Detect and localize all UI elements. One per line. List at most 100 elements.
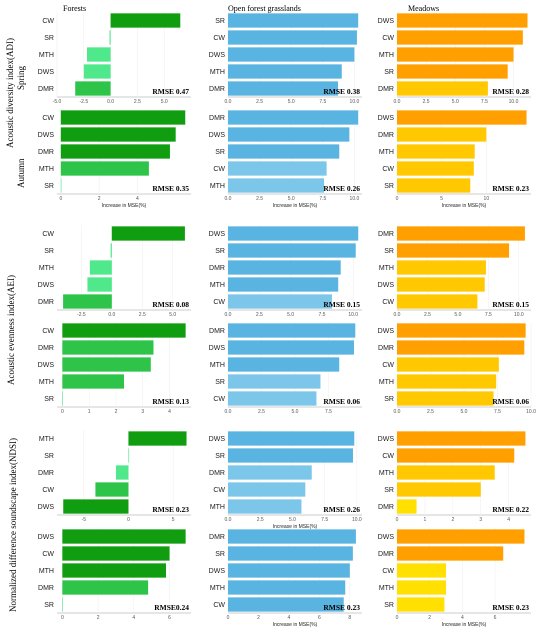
category-label: SR: [44, 396, 54, 403]
x-tick-label: 5.0: [452, 99, 459, 105]
category-label: MTH: [39, 166, 54, 173]
x-tick-label: 2.5: [256, 196, 263, 202]
category-label: CW: [382, 362, 394, 369]
row-label-aei: Acoustic evenness index(AEI): [6, 275, 16, 385]
x-tick-label: 0.0: [394, 99, 401, 105]
bar-dmr: [397, 499, 417, 514]
bar-sr: [397, 391, 494, 406]
bar-sr: [62, 391, 63, 406]
bar-dws: [228, 340, 354, 355]
rmse-label: RMSE 0.26: [323, 505, 360, 514]
x-tick-label: 10.0: [348, 312, 358, 318]
rmse-label: RMSE0.24: [154, 603, 189, 612]
x-tick-label: 5.0: [169, 312, 176, 318]
x-tick-label: 0.0: [394, 409, 401, 415]
bar-sr: [397, 597, 445, 612]
x-tick-label: 5: [440, 196, 443, 202]
row-label-ndsi: Normalized difference soundscape index(N…: [8, 438, 18, 612]
x-tick-label: 1: [88, 409, 91, 415]
category-label: MTH: [39, 568, 54, 575]
bar-mth: [397, 260, 486, 275]
rmse-label: RMSE 0.06: [492, 397, 529, 406]
category-label: SR: [384, 69, 394, 76]
panel-8: 0.0 2.5 5.0 7.5 10.0 DWS SR DMR MTH CW RMSE 0.15: [209, 225, 362, 318]
x-tick-label: 4: [461, 615, 464, 621]
bar-dws: [63, 499, 129, 514]
category-label: DWS: [38, 534, 55, 541]
category-label: SR: [384, 248, 394, 255]
bar-cw: [228, 597, 344, 612]
bar-cw: [228, 30, 357, 45]
x-tick-label: 2.5: [423, 99, 430, 105]
category-label: DWS: [209, 436, 226, 443]
x-tick-label: 2.5: [256, 99, 263, 105]
category-label: DWS: [38, 282, 55, 289]
x-tick-label: 2: [115, 409, 118, 415]
bar-dws: [397, 323, 526, 338]
bar-mth: [62, 563, 166, 578]
category-label: SR: [44, 248, 54, 255]
bar-mth: [87, 47, 111, 62]
category-label: MTH: [379, 149, 394, 156]
panel-2: 0.0 2.5 5.0 7.5 10.0 SR CW DWS MTH DMR RMSE 0.38: [209, 12, 362, 105]
category-label: DMR: [378, 345, 394, 352]
x-tick-label: 2.5: [256, 312, 263, 318]
bar-cw: [60, 110, 186, 125]
x-tick-label: 8: [348, 615, 351, 621]
bar-dmr: [60, 144, 170, 159]
panel-9: 0.0 2.5 5.0 7.5 10.0 DMR SR MTH DWS CW RMSE 0.15: [378, 225, 531, 318]
rmse-label: RMSE 0.15: [492, 300, 529, 309]
x-tick-label: 5.0: [287, 312, 294, 318]
bar-sr: [228, 13, 359, 28]
bar-cw: [397, 448, 515, 463]
bar-cw: [62, 546, 170, 561]
bar-dmr: [228, 260, 341, 275]
x-axis-title: Increase in MSE(%): [273, 203, 318, 209]
bar-dmr: [75, 81, 111, 96]
x-tick-label: 4: [168, 409, 171, 415]
bar-mth: [62, 374, 124, 389]
panel-1: -5.0 -2.5 0.0 2.5 5.0 CW SR MTH DWS DMR RMSE 0.47: [38, 12, 191, 105]
panel-18: 0 2 4 6 DWS DMR CW MTH SR RMSE 0.23 Increase in MS…: [378, 528, 531, 628]
bar-mth: [397, 374, 497, 389]
bar-mth: [397, 47, 514, 62]
x-tick-label: 6: [494, 615, 497, 621]
panel-15: 0 1 2 3 4 DWS CW MTH SR DMR RMSE 0.22: [378, 430, 531, 523]
row-label-adi: Acoustic diversity index(ADI): [5, 38, 15, 148]
bar-dmr: [228, 323, 356, 338]
bar-dmr: [228, 529, 356, 544]
bar-mth: [397, 465, 495, 480]
x-tick-label: 2.5: [427, 409, 434, 415]
x-axis-title: Increase in MSE(%): [442, 203, 487, 209]
x-tick-label: 10.0: [526, 409, 536, 415]
bar-sr: [228, 374, 321, 389]
bar-mth: [228, 499, 302, 514]
category-label: CW: [382, 35, 394, 42]
bar-sr: [110, 243, 112, 258]
x-tick-label: 10.0: [509, 99, 519, 105]
panel-16: 0 2 4 6 DWS CW MTH DMR SR RMSE0.24: [38, 528, 191, 621]
x-tick-label: 10.0: [350, 99, 360, 105]
bar-cw: [95, 482, 129, 497]
category-label: MTH: [39, 52, 54, 59]
x-tick-label: 6: [318, 615, 321, 621]
x-tick-label: -2.5: [77, 312, 86, 318]
x-tick-label: 0.0: [107, 99, 114, 105]
x-tick-label: 0.0: [108, 312, 115, 318]
bar-dws: [228, 226, 359, 241]
bar-cw: [397, 161, 474, 176]
bar-sr: [228, 448, 353, 463]
bar-dmr: [228, 465, 312, 480]
category-label: SR: [44, 453, 54, 460]
bar-sr: [228, 546, 353, 561]
category-label: MTH: [210, 183, 225, 190]
bar-dmr: [62, 340, 154, 355]
x-tick-label: 7.5: [481, 99, 488, 105]
x-tick-label: 5.0: [288, 196, 295, 202]
bar-dmr: [397, 340, 525, 355]
category-label: DWS: [378, 115, 395, 122]
bar-dws: [228, 563, 350, 578]
x-axis-title: Increase in MSE(%): [442, 622, 487, 628]
x-tick-label: 5.0: [454, 312, 461, 318]
